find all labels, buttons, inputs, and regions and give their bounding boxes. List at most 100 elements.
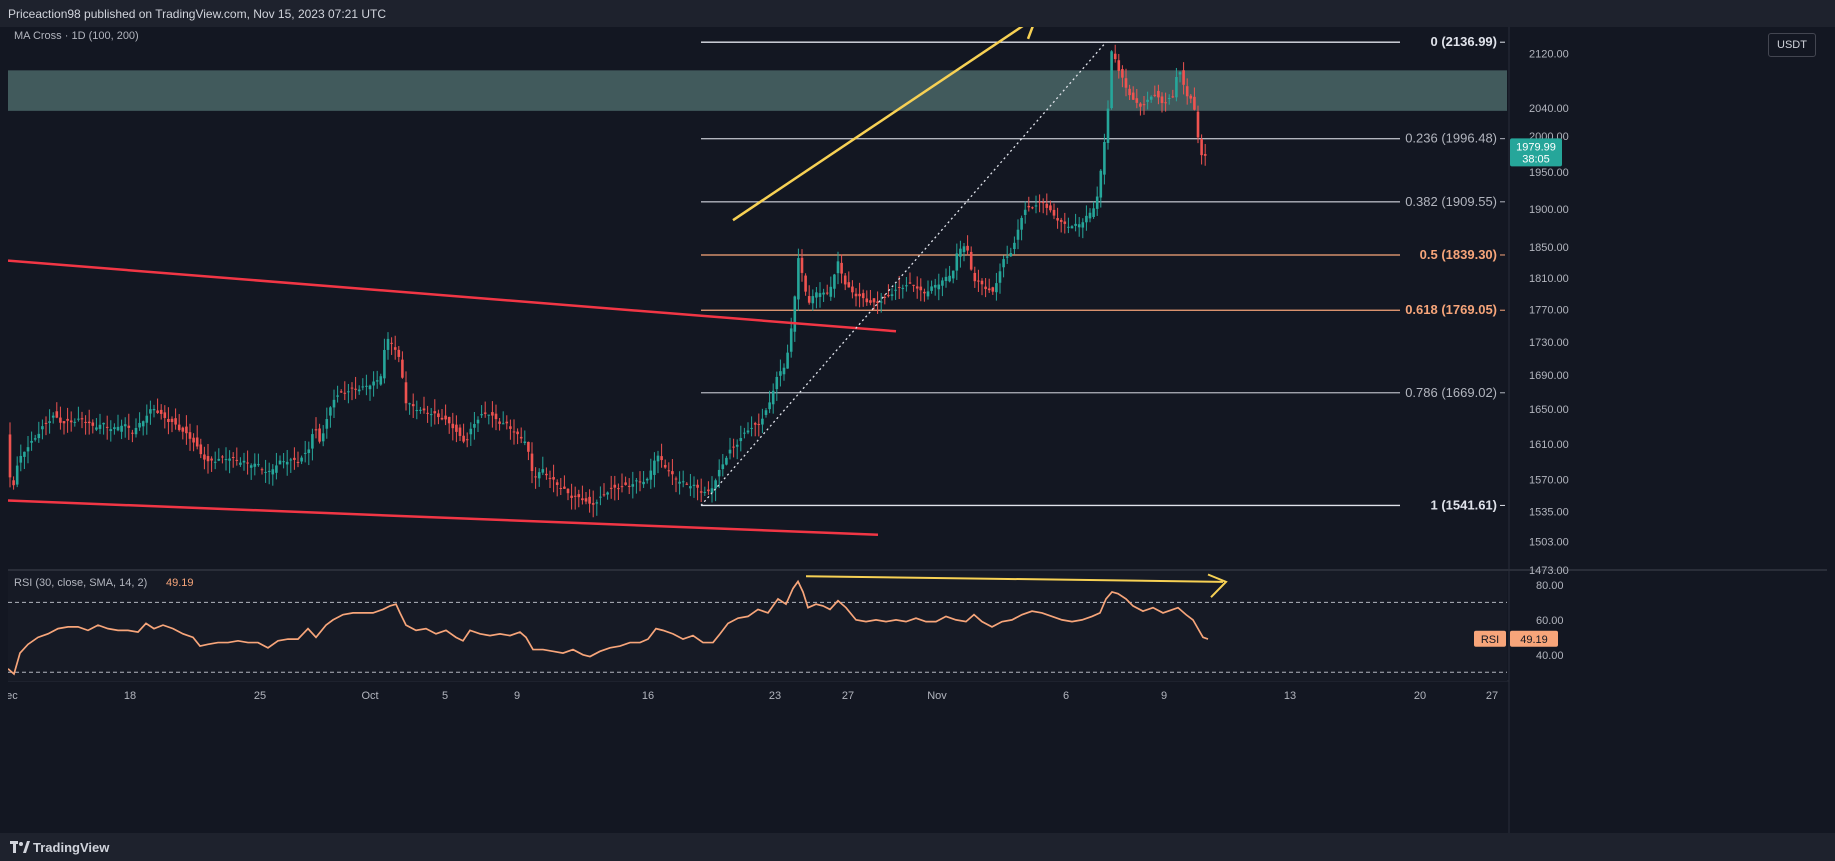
candle-body xyxy=(779,371,782,376)
candle-body xyxy=(768,402,771,410)
candle-body xyxy=(847,282,851,288)
candle-body xyxy=(833,274,836,289)
candle-body xyxy=(782,367,786,375)
candle-body xyxy=(156,410,159,413)
candle-body xyxy=(26,447,30,452)
candle-body xyxy=(1038,201,1041,203)
fib-level-label: 0.618 (1769.05) xyxy=(1405,302,1497,317)
candle-body xyxy=(339,391,343,393)
candle-body xyxy=(872,298,876,303)
candle-body xyxy=(386,338,390,350)
candle-body xyxy=(876,301,879,304)
publisher-bar: Priceaction98 published on TradingView.c… xyxy=(0,0,1835,27)
candle-body xyxy=(901,287,905,289)
candle-body xyxy=(113,427,116,430)
candle-body xyxy=(671,471,674,475)
candle-body xyxy=(217,458,221,461)
candle-body xyxy=(667,470,671,472)
last-price-tag xyxy=(1510,138,1562,167)
candle-body xyxy=(1106,108,1110,143)
candle-body xyxy=(361,386,365,388)
candle-body xyxy=(685,483,689,485)
candle-body xyxy=(325,419,329,429)
candle-body xyxy=(289,459,293,461)
candle-body xyxy=(433,411,437,414)
candle-body xyxy=(1110,51,1113,109)
candle-body xyxy=(444,415,447,420)
candle-body xyxy=(231,457,235,459)
candle-body xyxy=(465,439,469,441)
time-axis-tick: 25 xyxy=(254,690,266,702)
candle-body xyxy=(210,458,213,461)
candle-body xyxy=(51,415,55,418)
candle-body xyxy=(174,418,177,425)
candle-body xyxy=(30,440,33,443)
candle-body xyxy=(613,484,617,488)
candle-body xyxy=(1056,218,1059,221)
candle-body xyxy=(624,482,627,485)
footer-bar: TradingView xyxy=(0,833,1835,861)
rsi-axis-tick: 40.00 xyxy=(1536,650,1564,662)
candle-body xyxy=(48,421,51,423)
time-axis-tick: 20 xyxy=(1414,690,1426,702)
candle-body xyxy=(285,461,289,465)
candle-body xyxy=(753,423,757,425)
currency-button[interactable]: USDT xyxy=(1768,33,1816,57)
candle-body xyxy=(429,414,433,416)
candle-body xyxy=(1002,259,1005,268)
candle-countdown: 38:05 xyxy=(1522,153,1550,165)
price-chart[interactable]: 0 (2136.99) 0.236 (1996.48) 0.382 (1909.55… xyxy=(8,27,1827,833)
candle-body xyxy=(1095,196,1099,209)
candle-body xyxy=(822,292,825,295)
candle-body xyxy=(455,424,458,432)
candle-body xyxy=(653,460,656,475)
candle-body xyxy=(8,434,12,478)
candle-body xyxy=(314,429,318,431)
candle-body xyxy=(41,426,44,430)
candle-body xyxy=(116,426,120,431)
candle-body xyxy=(167,418,170,423)
candle-body xyxy=(962,246,966,253)
candle-body xyxy=(775,376,779,390)
candle-body xyxy=(401,359,404,378)
candle-body xyxy=(537,472,541,479)
candle-body xyxy=(1034,205,1038,207)
candle-body xyxy=(213,461,217,463)
candle-body xyxy=(149,409,152,414)
candle-body xyxy=(815,292,818,298)
candle-body xyxy=(1103,142,1106,175)
candle-body xyxy=(865,298,869,303)
price-axis-tick: 1690.00 xyxy=(1529,370,1569,382)
fib-level-label: 0.5 (1839.30) xyxy=(1420,247,1497,262)
chart-area[interactable]: 0 (2136.99) 0.236 (1996.48) 0.382 (1909.55… xyxy=(8,27,1827,833)
candle-body xyxy=(235,459,239,461)
candle-body xyxy=(595,502,599,504)
candle-body xyxy=(519,436,523,439)
candle-body xyxy=(1200,138,1203,156)
candle-body xyxy=(1009,253,1013,257)
candle-body xyxy=(1164,102,1167,104)
candle-body xyxy=(37,433,41,439)
candle-body xyxy=(599,496,602,498)
candle-body xyxy=(609,487,613,489)
time-axis-tick: 27 xyxy=(1486,690,1498,702)
candle-body xyxy=(199,444,203,455)
time-axis-tick: 9 xyxy=(514,690,520,702)
candle-body xyxy=(1124,78,1128,88)
candle-body xyxy=(858,293,861,297)
candle-body xyxy=(948,275,951,282)
candle-body xyxy=(1023,209,1027,215)
candle-body xyxy=(249,465,253,468)
candle-body xyxy=(563,486,566,489)
candle-body xyxy=(375,380,379,382)
candle-body xyxy=(343,392,347,394)
candle-body xyxy=(1178,72,1182,75)
candle-body xyxy=(696,484,699,488)
candle-body xyxy=(480,414,483,416)
candle-body xyxy=(476,419,480,424)
rsi-value-tag xyxy=(1510,630,1558,647)
candle-body xyxy=(631,484,635,487)
candle-body xyxy=(516,431,519,435)
candle-body xyxy=(458,427,462,436)
price-axis-tick: 1850.00 xyxy=(1529,242,1569,254)
